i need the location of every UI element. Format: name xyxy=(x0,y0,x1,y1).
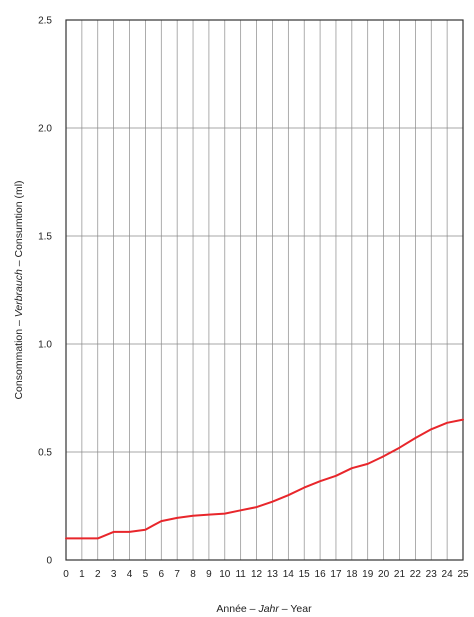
x-tick-label: 15 xyxy=(299,569,311,580)
x-tick-label: 11 xyxy=(235,569,246,580)
x-tick-label: 13 xyxy=(267,569,279,580)
x-tick-label: 19 xyxy=(362,569,374,580)
y-tick-labels: 0 0.5 1.0 1.5 2.0 2.5 xyxy=(38,16,52,567)
x-tick-label: 16 xyxy=(315,569,327,580)
x-tick-label: 2 xyxy=(95,569,101,580)
x-tick-label: 17 xyxy=(330,569,342,580)
x-tick-label: 4 xyxy=(127,569,133,580)
x-tick-label: 0 xyxy=(63,569,69,580)
x-tick-label: 14 xyxy=(283,569,295,580)
plot-frame xyxy=(65,19,464,561)
x-tick-label: 3 xyxy=(111,569,117,580)
y-tick-label: 0 xyxy=(46,556,52,567)
x-tick-label: 1 xyxy=(79,569,85,580)
x-tick-label: 10 xyxy=(219,569,231,580)
x-tick-label: 6 xyxy=(158,569,164,580)
grid xyxy=(65,19,464,561)
x-tick-label: 21 xyxy=(394,569,406,580)
x-tick-label: 23 xyxy=(426,569,438,580)
y-tick-label: 1.0 xyxy=(38,340,52,351)
series-layer xyxy=(65,418,464,540)
series-line xyxy=(65,418,464,540)
x-tick-label: 8 xyxy=(190,569,196,580)
y-tick-label: 2.0 xyxy=(38,124,52,135)
x-tick-label: 7 xyxy=(174,569,180,580)
x-tick-labels: 0 1 2 3 4 5 6 7 8 9 10 11 12 13 14 15 16 17 18 19 20 21 22 23 24… xyxy=(63,569,469,580)
x-tick-label: 20 xyxy=(378,569,390,580)
y-axis-title: Consommation – Verbrauch – Consumtion (m… xyxy=(13,180,25,399)
y-tick-label: 1.5 xyxy=(38,232,52,243)
plot-background xyxy=(66,20,463,560)
x-tick-label: 5 xyxy=(143,569,149,580)
x-tick-label: 9 xyxy=(206,569,212,580)
x-tick-label: 18 xyxy=(346,569,358,580)
x-tick-label: 22 xyxy=(410,569,422,580)
x-axis-title: Année – Jahr – Year xyxy=(216,603,312,615)
x-tick-label: 24 xyxy=(442,569,454,580)
y-tick-label: 0.5 xyxy=(38,448,52,459)
x-tick-label: 12 xyxy=(251,569,263,580)
x-tick-label: 25 xyxy=(457,569,469,580)
y-tick-label: 2.5 xyxy=(38,16,52,27)
